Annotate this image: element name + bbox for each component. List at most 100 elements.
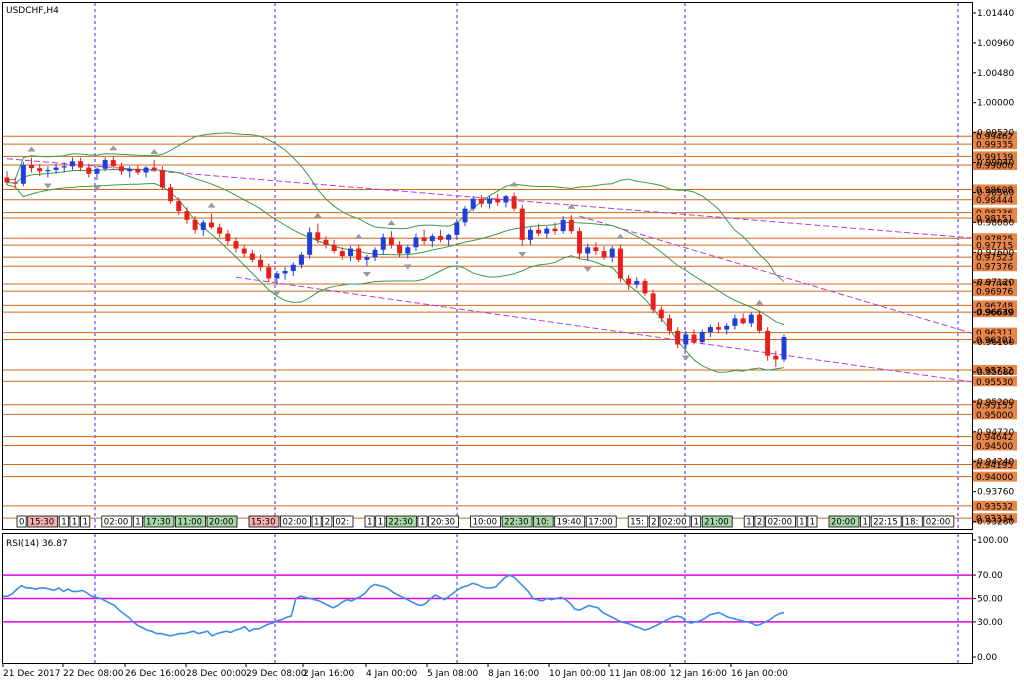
candle-body bbox=[511, 196, 517, 209]
candle-body bbox=[233, 241, 239, 249]
time-label-box bbox=[175, 515, 206, 528]
time-label-box bbox=[280, 515, 311, 528]
candle-body bbox=[470, 198, 476, 209]
level-label-bg bbox=[973, 300, 1017, 311]
level-label-bg bbox=[973, 286, 1017, 297]
rsi-tick-label: 100.00 bbox=[977, 536, 1009, 546]
time-label-box bbox=[627, 515, 649, 528]
rsi-tick-label: 50.00 bbox=[977, 595, 1003, 605]
candle-body bbox=[315, 232, 321, 240]
level-label-bg bbox=[973, 334, 1017, 345]
level-label: 0.94000 bbox=[976, 473, 1013, 483]
time-label: 1 bbox=[378, 518, 383, 528]
level-label-bg bbox=[973, 459, 1017, 470]
candle-body bbox=[331, 244, 337, 252]
price-tick-label: 0.99520 bbox=[977, 129, 1014, 139]
candle-body bbox=[593, 247, 599, 252]
time-label: 02: bbox=[335, 518, 349, 528]
time-label: 20:00 bbox=[831, 518, 856, 528]
rsi-tick-label: 70.00 bbox=[977, 571, 1003, 581]
time-tick-label: 28 Dec 00:00 bbox=[186, 669, 247, 679]
level-label: 0.97376 bbox=[976, 263, 1013, 273]
time-label: 10:00 bbox=[473, 518, 498, 528]
time-tick-label: 29 Dec 08:00 bbox=[246, 669, 307, 679]
time-tick-label: 16 Jan 00:00 bbox=[731, 669, 788, 679]
candle-body bbox=[298, 254, 304, 265]
level-label-bg bbox=[973, 500, 1017, 511]
fractal-down-icon bbox=[362, 272, 371, 277]
candle-body bbox=[568, 219, 574, 232]
time-label: 1 bbox=[863, 518, 868, 528]
time-label: 1 bbox=[694, 518, 699, 528]
fractal-up-icon bbox=[510, 181, 519, 187]
level-label: 0.94642 bbox=[976, 433, 1013, 443]
time-label-box bbox=[828, 515, 860, 528]
time-tick-label: 10 Jan 00:00 bbox=[549, 669, 606, 679]
candle-body bbox=[716, 327, 722, 330]
level-label: 0.96311 bbox=[976, 329, 1013, 339]
time-label: 1 bbox=[420, 518, 425, 528]
candle-body bbox=[421, 237, 427, 242]
price-tick-label: 0.99040 bbox=[977, 159, 1014, 169]
time-label: 0 bbox=[19, 518, 24, 528]
fractal-up-icon bbox=[27, 146, 36, 152]
candle-body bbox=[274, 273, 280, 279]
candle-body bbox=[241, 248, 247, 254]
time-label: 15:30 bbox=[251, 518, 276, 528]
time-tick-label: 8 Jan 16:00 bbox=[488, 669, 540, 679]
level-label-bg bbox=[973, 139, 1017, 150]
time-label-box bbox=[16, 515, 27, 528]
level-label: 0.96639 bbox=[976, 309, 1013, 319]
candle-body bbox=[29, 165, 35, 169]
time-label-box bbox=[796, 515, 807, 528]
level-label-bg bbox=[973, 151, 1017, 162]
candle-body bbox=[397, 244, 403, 254]
candle-body bbox=[364, 257, 370, 260]
candle-body bbox=[699, 332, 705, 343]
candle-body bbox=[650, 293, 656, 310]
level-label: 0.95530 bbox=[976, 378, 1013, 388]
level-label-bg bbox=[973, 212, 1017, 223]
time-label-box bbox=[69, 515, 80, 528]
time-label: 20:30 bbox=[431, 518, 456, 528]
time-label: 02:00 bbox=[104, 518, 129, 528]
level-label-bg bbox=[973, 307, 1017, 318]
candle-body bbox=[756, 314, 762, 331]
level-label: 0.93334 bbox=[976, 515, 1013, 525]
candle-body bbox=[675, 330, 681, 345]
time-label: 1 bbox=[810, 518, 815, 528]
price-axis: 1.01440 1.00960 1.00480 1.00000 0.99520 0.990… bbox=[972, 9, 1014, 528]
time-label-box bbox=[754, 515, 765, 528]
price-tick-label: 0.94240 bbox=[977, 458, 1014, 468]
candle-body bbox=[168, 187, 174, 202]
time-label-box bbox=[375, 515, 386, 528]
candle-body bbox=[282, 270, 288, 274]
candle-body bbox=[446, 234, 452, 240]
candle-body bbox=[552, 228, 558, 232]
time-tick-label: 12 Jan 16:00 bbox=[670, 669, 727, 679]
time-label-box bbox=[648, 515, 659, 528]
candle-body bbox=[192, 219, 198, 230]
price-tick-label: 1.01440 bbox=[977, 9, 1014, 19]
time-label-box bbox=[585, 515, 617, 528]
candle-body bbox=[454, 222, 460, 235]
level-label: 0.93532 bbox=[976, 502, 1013, 512]
candle-body bbox=[748, 314, 754, 324]
time-label-box bbox=[332, 515, 354, 528]
level-label: 0.94195 bbox=[976, 461, 1013, 471]
level-label-bg bbox=[973, 513, 1017, 524]
candle-body bbox=[765, 330, 771, 356]
time-label-box bbox=[554, 515, 586, 528]
candle-body bbox=[732, 318, 738, 326]
time-label-box bbox=[58, 515, 69, 528]
candle-body bbox=[617, 248, 623, 279]
time-label-box bbox=[417, 515, 428, 528]
candle-body bbox=[601, 251, 607, 258]
trend-line bbox=[6, 158, 973, 239]
candle-body bbox=[200, 222, 206, 230]
fractal-down-icon bbox=[403, 264, 412, 270]
price-tick-label: 0.98080 bbox=[977, 218, 1014, 228]
time-label-box bbox=[701, 515, 733, 528]
time-label: 02:00 bbox=[926, 518, 951, 528]
